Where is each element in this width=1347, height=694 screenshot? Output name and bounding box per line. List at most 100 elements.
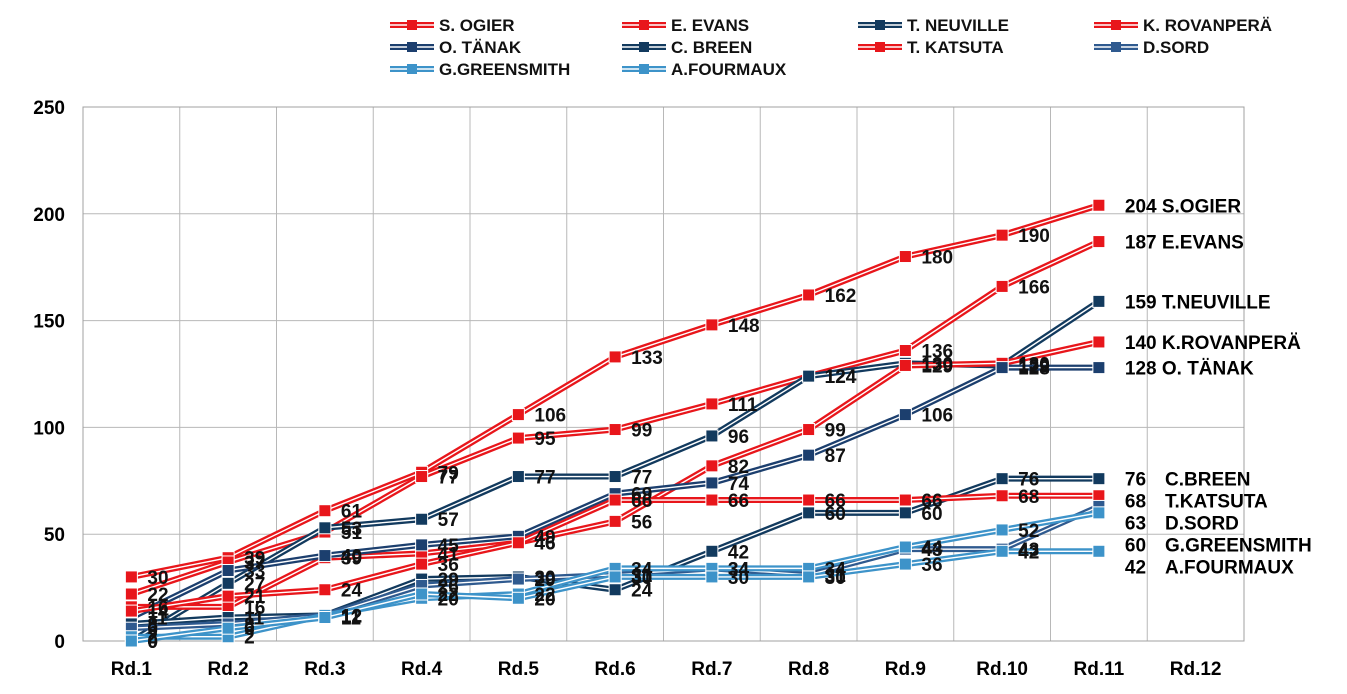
data-label: 36 (438, 555, 459, 576)
data-label: 31 (631, 566, 653, 587)
data-label: 6 (244, 619, 255, 640)
data-label: 21 (244, 587, 266, 608)
data-point (511, 408, 525, 422)
x-tick-label: Rd.7 (691, 659, 732, 680)
data-label: 41 (438, 544, 460, 565)
legend-swatch-marker (639, 20, 649, 30)
data-label: 162 (825, 286, 857, 307)
y-tick-label: 150 (33, 312, 65, 333)
data-label: 39 (341, 549, 362, 570)
y-tick-label: 0 (54, 632, 65, 653)
data-label: 77 (534, 468, 555, 489)
legend-swatch-marker (639, 42, 649, 52)
x-tick-label: Rd.4 (401, 659, 443, 680)
data-label: 6 (147, 619, 158, 640)
series-end-label: 204 S.OGIER (1125, 196, 1241, 217)
data-label: 8 (244, 615, 255, 636)
data-point (705, 544, 719, 558)
data-label: 128 (1018, 359, 1050, 380)
y-tick-label: 100 (33, 418, 65, 439)
data-label: 45 (438, 536, 460, 557)
data-label: 124 (825, 367, 857, 388)
data-label: 12 (341, 606, 362, 627)
data-label: 24 (631, 581, 653, 602)
x-tick-label: Rd.2 (208, 659, 249, 680)
data-label: 34 (728, 559, 750, 580)
data-label: 20 (534, 589, 555, 610)
data-label: 77 (631, 468, 652, 489)
data-label: 0 (147, 632, 158, 653)
data-label: 22 (147, 585, 168, 606)
y-tick-label: 250 (33, 98, 65, 119)
data-label: 76 (1018, 470, 1039, 491)
series-end-label: 140 K.ROVANPERÄ (1125, 333, 1301, 354)
data-point (705, 493, 719, 507)
data-label: 69 (631, 485, 652, 506)
data-label: 11 (341, 609, 362, 630)
data-point (995, 279, 1009, 293)
data-label: 30 (147, 568, 168, 589)
data-label: 74 (728, 474, 750, 495)
data-label: 99 (631, 421, 652, 442)
data-label: 34 (825, 559, 847, 580)
legend-swatch-marker (1111, 20, 1121, 30)
data-point (705, 397, 719, 411)
data-point (1092, 198, 1106, 212)
data-label: 43 (1018, 540, 1039, 561)
data-label: 29 (534, 570, 555, 591)
data-label: 111 (728, 395, 758, 416)
x-tick-label: Rd.12 (1170, 659, 1222, 680)
data-label: 87 (825, 446, 846, 467)
data-point (415, 538, 429, 552)
data-point (995, 489, 1009, 503)
legend-label: A.FOURMAUX (671, 60, 787, 79)
data-label: 31 (825, 566, 847, 587)
data-point (221, 564, 235, 578)
x-tick-label: Rd.11 (1074, 659, 1125, 680)
data-label: 30 (631, 568, 652, 589)
data-label: 82 (728, 457, 749, 478)
data-label: 136 (921, 342, 953, 363)
x-tick-label: Rd.1 (111, 659, 153, 680)
data-point (318, 521, 332, 535)
data-point (898, 493, 912, 507)
legend-swatch-marker (1111, 42, 1121, 52)
data-point (995, 228, 1009, 242)
data-label: 53 (341, 519, 362, 540)
data-label: 16 (147, 598, 168, 619)
data-point (898, 250, 912, 264)
data-label: 129 (1018, 356, 1050, 377)
data-label: 52 (1018, 521, 1039, 542)
data-point (705, 459, 719, 473)
data-label: 36 (921, 555, 942, 576)
data-label: 24 (341, 581, 363, 602)
series-end-label: 42 A.FOURMAUX (1125, 558, 1294, 579)
data-label: 30 (728, 568, 749, 589)
legend-swatch-marker (407, 20, 417, 30)
data-point (1092, 294, 1106, 308)
data-label: 8 (147, 615, 158, 636)
data-point (511, 572, 525, 586)
data-point (415, 470, 429, 484)
x-tick-label: Rd.6 (595, 659, 636, 680)
data-point (608, 423, 622, 437)
data-label: 60 (921, 504, 942, 525)
data-point (995, 544, 1009, 558)
data-point (995, 523, 1009, 537)
data-point (705, 318, 719, 332)
data-point (802, 288, 816, 302)
data-label: 0 (147, 632, 158, 653)
legend-label: D.SORD (1143, 38, 1209, 57)
data-label: 66 (825, 491, 846, 512)
data-label: 106 (534, 406, 566, 427)
data-point (221, 576, 235, 590)
data-point (415, 512, 429, 526)
data-point (511, 431, 525, 445)
data-label: 42 (1018, 542, 1039, 563)
data-label: 190 (1018, 226, 1050, 247)
data-label: 77 (438, 468, 459, 489)
data-label: 130 (1018, 354, 1050, 375)
data-point (802, 570, 816, 584)
data-point (705, 570, 719, 584)
